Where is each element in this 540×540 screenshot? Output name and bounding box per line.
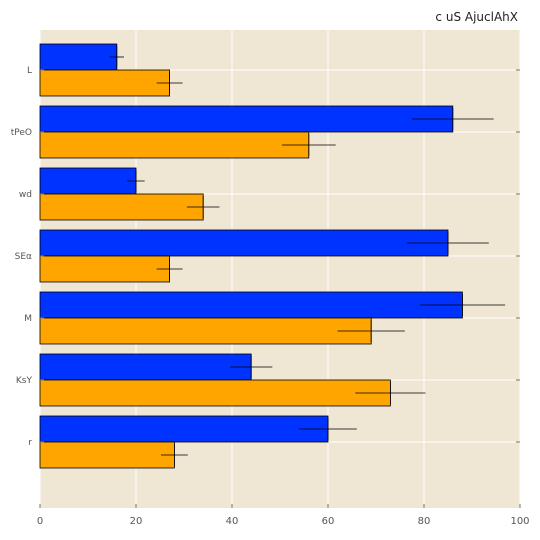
bar-series-0-KsY [39, 353, 252, 381]
bar-series-1-M [39, 317, 372, 345]
y-tick-label: SEα [15, 252, 32, 262]
y-tick-label: tPeO [11, 128, 32, 138]
bar-series-0-r [39, 415, 329, 443]
bar-series-1-wd [39, 193, 204, 221]
bar-series-1-r [39, 441, 175, 469]
y-tick-label: M [24, 314, 32, 324]
y-tick-label: wd [19, 190, 32, 200]
x-tick-label: 20 [130, 516, 143, 527]
y-tick-label: r [28, 438, 32, 448]
x-tick-label: 80 [418, 516, 431, 527]
bar-series-0-tPeO [39, 105, 454, 133]
x-tick-label: 40 [226, 516, 239, 527]
error-bars [109, 46, 506, 466]
x-axis: 0 20 40 60 80 100 [37, 504, 530, 527]
bar-series-0-M [39, 291, 463, 319]
x-tick-label: 100 [510, 516, 529, 527]
bar-series-0-wd [39, 167, 137, 195]
bar-series-1-L [39, 69, 171, 97]
bar-series-1-tPeO [39, 131, 310, 159]
chart-title: c uS AjuclAhX [435, 10, 518, 24]
y-tick-label: L [27, 66, 32, 76]
bars [39, 43, 463, 469]
bar-series-0-L [39, 43, 118, 71]
x-tick-label: 0 [37, 516, 43, 527]
bar-series-0-SEα [39, 229, 449, 257]
bar-series-1-KsY [39, 379, 391, 407]
bar-series-1-SEα [39, 255, 171, 283]
y-tick-label: KsY [16, 376, 33, 386]
x-tick-label: 60 [322, 516, 335, 527]
